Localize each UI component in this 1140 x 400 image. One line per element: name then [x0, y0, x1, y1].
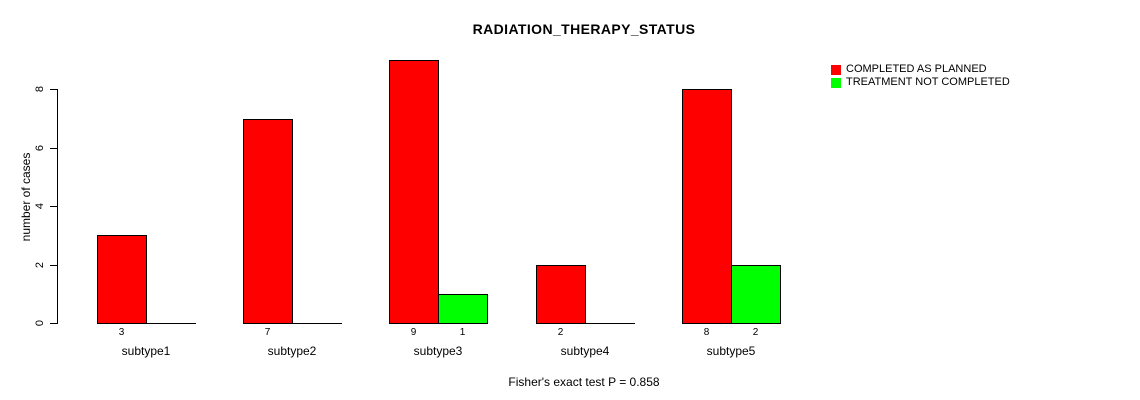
y-tick-label: 4 [34, 202, 46, 210]
y-tick-label: 6 [34, 144, 46, 152]
bar-subtype3-treatment-not-completed [438, 294, 488, 324]
y-tick [50, 148, 57, 149]
y-tick-label: 2 [34, 261, 46, 269]
bar-value-label: 7 [264, 327, 271, 338]
bar-value-label: 1 [459, 327, 466, 338]
bar-subtype5-completed-as-planned [682, 89, 732, 324]
x-tick-label-subtype2: subtype2 [267, 344, 317, 358]
bar-subtype1-treatment-not-completed [146, 323, 196, 324]
bar-subtype2-treatment-not-completed [292, 323, 342, 324]
bar-value-label: 2 [557, 327, 564, 338]
bar-subtype1-completed-as-planned [97, 235, 147, 324]
x-tick-label-subtype4: subtype4 [560, 344, 610, 358]
legend-swatch-completed-as-planned [831, 64, 841, 75]
y-tick-label: 0 [34, 319, 46, 327]
bar-subtype4-completed-as-planned [536, 265, 586, 324]
y-axis-line [57, 89, 58, 324]
bar-value-label: 9 [410, 327, 417, 338]
x-tick-label-subtype1: subtype1 [121, 344, 171, 358]
y-tick [50, 89, 57, 90]
bar-value-label: 8 [703, 327, 710, 338]
y-tick [50, 265, 57, 266]
y-tick [50, 323, 57, 324]
legend: COMPLETED AS PLANNED TREATMENT NOT COMPLE… [831, 64, 1010, 88]
y-tick-label: 8 [34, 85, 46, 93]
y-axis-label: number of cases [19, 152, 33, 242]
bar-subtype3-completed-as-planned [389, 60, 439, 324]
legend-item-treatment-not-completed: TREATMENT NOT COMPLETED [831, 77, 1010, 88]
x-tick-label-subtype5: subtype5 [706, 344, 756, 358]
bar-subtype2-completed-as-planned [243, 119, 293, 324]
legend-item-completed-as-planned: COMPLETED AS PLANNED [831, 64, 1010, 75]
x-tick-label-subtype3: subtype3 [413, 344, 463, 358]
bar-subtype5-treatment-not-completed [731, 265, 781, 324]
legend-swatch-treatment-not-completed [831, 77, 841, 88]
chart-title: RADIATION_THERAPY_STATUS [472, 21, 696, 37]
legend-label: TREATMENT NOT COMPLETED [846, 76, 1010, 88]
bar-value-label: 2 [752, 327, 759, 338]
bar-value-label: 3 [118, 327, 125, 338]
bar-subtype4-treatment-not-completed [585, 323, 635, 324]
legend-label: COMPLETED AS PLANNED [846, 63, 987, 75]
annotation-fisher-test: Fisher's exact test P = 0.858 [508, 375, 660, 389]
y-tick [50, 206, 57, 207]
